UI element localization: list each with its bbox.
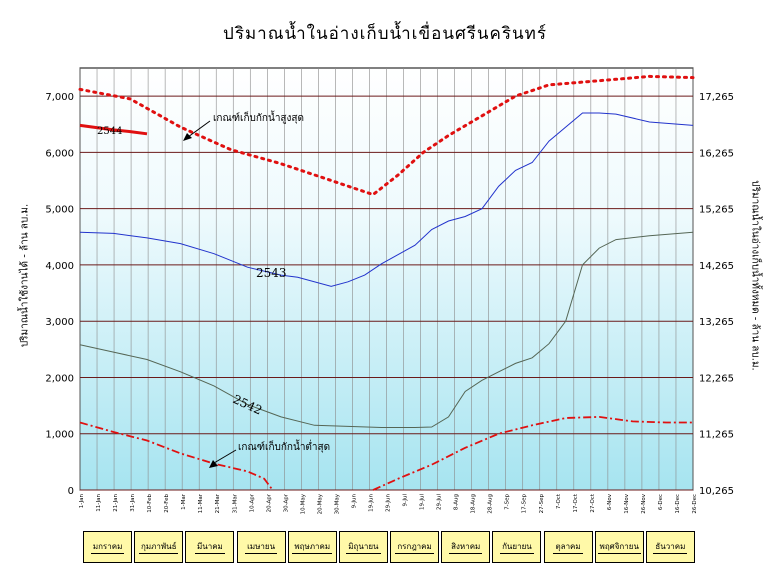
month-label: เมษายน [245, 540, 278, 554]
y-left-tick-label: 2,000 [45, 373, 74, 384]
chart-title: ปริมาณน้ำในอ่างเก็บน้ำเขื่อนศรีนครินทร์ [223, 24, 547, 44]
x-tick-label: 8-Aug [454, 494, 460, 510]
month-label: กรกฎาคม [395, 540, 434, 554]
x-tick-label: 17-Sep [522, 494, 528, 514]
y-right-tick-label: 12,265 [699, 373, 734, 384]
month-label: มีนาคม [194, 540, 225, 554]
series-line-2542 [79, 231, 694, 428]
y-left-tick-label: 0 [68, 486, 74, 497]
x-tick-label: 10-Apr [249, 493, 255, 512]
lower-rule-arrow-head [209, 460, 218, 468]
x-tick-label: 21-Mar [215, 493, 221, 513]
x-tick-label: 20-Apr [266, 493, 272, 512]
x-tick-label: 20-May [317, 493, 323, 514]
month-box: ธันวาคม [645, 531, 695, 563]
x-tick-label: 21-Jan [113, 493, 119, 511]
y-left-tick-label: 3,000 [45, 317, 74, 328]
x-tick-label: 30-May [334, 493, 340, 514]
month-box: กันยายน [492, 531, 542, 563]
x-tick-label: 17-Oct [573, 493, 579, 512]
month-box: ตุลาคม [543, 531, 593, 563]
month-label: สิงหาคม [449, 540, 483, 554]
month-box: พฤษภาคม [287, 531, 337, 563]
x-tick-label: 18-Aug [471, 494, 477, 514]
month-box: มิถุนายน [338, 531, 388, 563]
x-tick-label: 29-Jun [386, 493, 392, 511]
y-right-tick-label: 10,265 [699, 486, 734, 497]
x-tick-label: 10-Feb [147, 494, 153, 513]
x-tick-label: 10-May [300, 493, 306, 514]
x-tick-label: 6-Dec [658, 494, 664, 510]
month-box: สิงหาคม [441, 531, 491, 563]
y-left-tick-label: 5,000 [45, 205, 74, 216]
month-label: ตุลาคม [553, 540, 583, 554]
y-right-tick-label: 17,265 [699, 92, 734, 103]
x-tick-label: 30-Apr [283, 493, 289, 512]
x-tick-label: 29-Jul [437, 494, 443, 510]
label-2543: 2543 [256, 266, 287, 280]
y-left-tick-label: 7,000 [45, 92, 74, 103]
y-right-tick-label: 15,265 [699, 205, 734, 216]
series-line-2544 [79, 123, 148, 136]
x-tick-label: 7-Oct [556, 493, 562, 509]
month-label: พฤษภาคม [292, 540, 333, 554]
y-right-tick-label: 16,265 [699, 148, 734, 159]
label-2544: 2544 [97, 126, 122, 137]
y-left-tick-label: 6,000 [45, 148, 74, 159]
month-box: กุมภาพันธ์ [134, 531, 184, 563]
month-label: มกราคม [90, 540, 125, 554]
x-tick-label: 26-Nov [641, 493, 647, 513]
month-label: พฤศจิกายน [597, 540, 641, 554]
lower-rule-label: เกณฑ์เก็บกักน้ำต่ำสุด [238, 439, 330, 453]
x-tick-label: 27-Sep [539, 494, 545, 514]
y-left-tick-label: 4,000 [45, 261, 74, 272]
month-box: กรกฎาคม [390, 531, 440, 563]
x-tick-label: 26-Dec [692, 494, 698, 514]
x-tick-label: 31-Mar [232, 493, 238, 513]
month-label: กันยายน [500, 540, 534, 554]
x-tick-label: 6-Nov [607, 493, 613, 510]
x-tick-label: 11-Jan [96, 493, 102, 511]
upper-rule-arrow-head [183, 133, 192, 141]
month-label: กุมภาพันธ์ [138, 540, 179, 554]
y-right-tick-label: 13,265 [699, 317, 734, 328]
month-label: ธันวาคม [653, 540, 688, 554]
x-tick-label: 31-Jan [130, 493, 136, 511]
x-tick-label: 1-Mar [181, 493, 187, 510]
month-label: มิถุนายน [346, 540, 381, 554]
x-tick-label: 9-Jul [403, 494, 409, 507]
y-left-tick-label: 1,000 [45, 430, 74, 441]
series-line-lower-rule-2 [372, 415, 693, 491]
x-tick-label: 16-Nov [624, 493, 630, 513]
y-right-tick-label: 14,265 [699, 261, 734, 272]
series-line-upper-rule [78, 74, 695, 197]
x-tick-label: 7-Sep [505, 494, 511, 510]
month-box: มีนาคม [185, 531, 235, 563]
month-box: เมษายน [236, 531, 286, 563]
x-tick-label: 16-Dec [675, 494, 681, 514]
x-tick-label: 19-Jul [420, 494, 426, 510]
x-tick-label: 11-Mar [198, 493, 204, 513]
series-line-2543 [79, 112, 694, 287]
x-tick-label: 27-Oct [590, 493, 596, 512]
x-tick-label: 1-Jan [79, 493, 85, 508]
lower-rule-arrow-line [213, 449, 237, 464]
upper-rule-label: เกณฑ์เก็บกักน้ำสูงสุด [213, 110, 304, 124]
upper-rule-arrow-line [187, 120, 211, 138]
x-tick-label: 19-Jun [368, 493, 374, 511]
x-tick-label: 9-Jun [351, 493, 357, 508]
month-box: พฤศจิกายน [594, 531, 644, 563]
x-tick-label: 28-Aug [488, 494, 494, 514]
y-right-tick-label: 11,265 [699, 430, 734, 441]
month-box: มกราคม [83, 531, 133, 563]
x-tick-label: 20-Feb [164, 494, 170, 513]
